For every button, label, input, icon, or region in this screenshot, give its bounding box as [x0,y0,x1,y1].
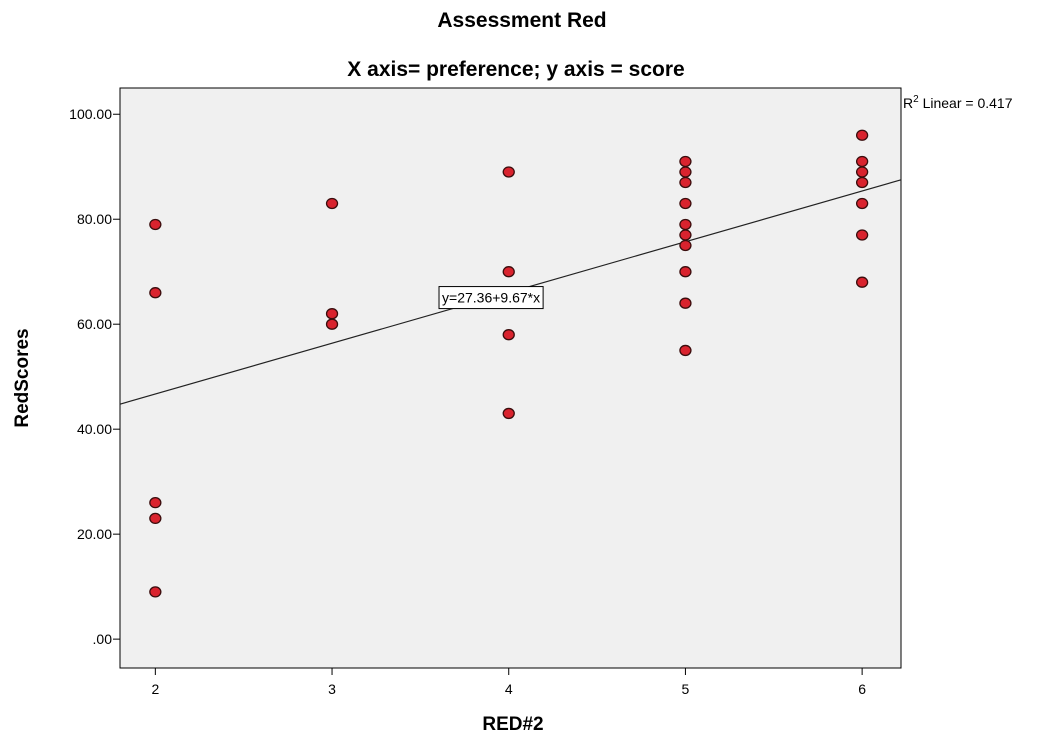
x-axis: 2 3 4 5 6 [151,668,866,697]
x-tick-label: 4 [505,681,513,697]
data-point [855,129,869,141]
data-point [325,197,339,210]
data-point [855,166,869,178]
y-tick-label: 100.00 [69,106,112,122]
data-point [679,218,692,231]
data-point [679,297,692,309]
data-point [679,166,692,178]
data-point [679,344,692,357]
equation-label-box: y=27.36+9.67*x [438,286,544,310]
data-point [502,166,515,178]
chart-subtitle: X axis= preference; y axis = score [347,58,684,81]
x-tick-label: 3 [328,681,336,697]
data-point [679,155,692,168]
data-point [149,512,162,525]
r-squared-label: R2 Linear = 0.417 [903,94,1013,111]
plot-area [119,87,902,669]
x-axis-title: RED#2 [482,714,543,735]
data-point [855,155,869,168]
data-point [149,218,162,231]
y-tick-label: 80.00 [77,211,112,227]
data-point [149,287,162,299]
data-point [679,197,692,210]
data-point [855,197,869,210]
data-point [502,266,515,278]
data-point [679,229,692,241]
data-points [149,129,869,598]
x-tick-label: 2 [151,681,159,697]
data-point [855,229,869,241]
y-axis: .00 20.00 40.00 60.00 80.00 100.00 [69,106,120,647]
y-axis-title: RedScores [12,328,33,427]
data-point [149,497,162,509]
y-tick-label: 40.00 [77,421,112,437]
data-point [679,176,692,189]
data-point [502,407,515,420]
y-tick-label: .00 [93,631,113,647]
x-tick-label: 5 [682,681,690,697]
chart-title: Assessment Red [437,9,606,32]
data-point [325,308,339,320]
x-tick-label: 6 [858,681,866,697]
data-point [679,239,692,252]
data-point [502,329,515,341]
data-point [325,318,339,330]
data-point [679,266,692,278]
equation-label: y=27.36+9.67*x [442,290,540,306]
data-point [149,586,162,598]
y-tick-label: 20.00 [77,526,112,542]
y-tick-label: 60.00 [77,316,112,332]
data-point [855,176,869,189]
data-point [855,276,869,288]
